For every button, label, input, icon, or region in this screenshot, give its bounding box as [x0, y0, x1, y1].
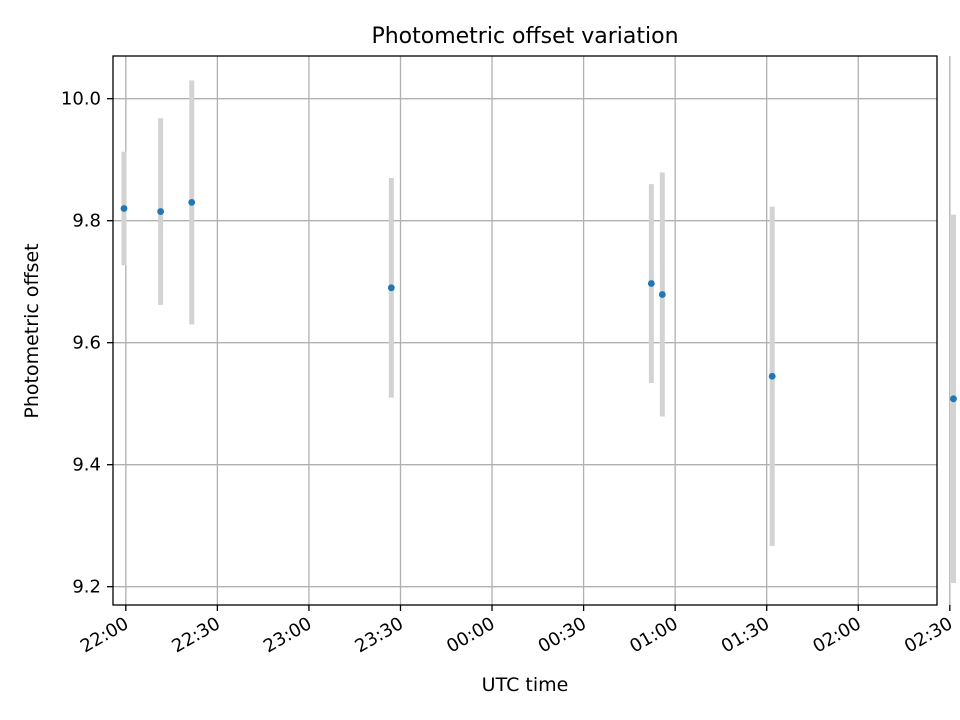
data-point: [157, 208, 165, 215]
data-point: [658, 291, 666, 298]
grid: [113, 56, 951, 605]
data-point: [188, 199, 196, 206]
y-tick-label: 9.8: [72, 211, 101, 232]
data-point: [768, 372, 776, 380]
y-tick-label: 9.2: [72, 577, 101, 598]
y-axis-ticks: 9.2 9.4 9.6 9.8 10.0: [61, 89, 113, 598]
y-tick-label: 10.0: [61, 89, 101, 110]
y-tick-label: 9.4: [72, 455, 101, 476]
plot-area-frame: [112, 55, 938, 606]
y-axis-label: Photometric offset: [21, 243, 43, 418]
data-point: [950, 395, 957, 403]
data-point: [387, 284, 395, 292]
data-point: [647, 280, 655, 287]
chart-title: Photometric offset variation: [371, 24, 678, 49]
x-axis-label: UTC time: [482, 674, 569, 696]
data-points: [120, 199, 957, 403]
y-tick-label: 9.6: [72, 333, 101, 354]
data-point: [120, 205, 128, 212]
